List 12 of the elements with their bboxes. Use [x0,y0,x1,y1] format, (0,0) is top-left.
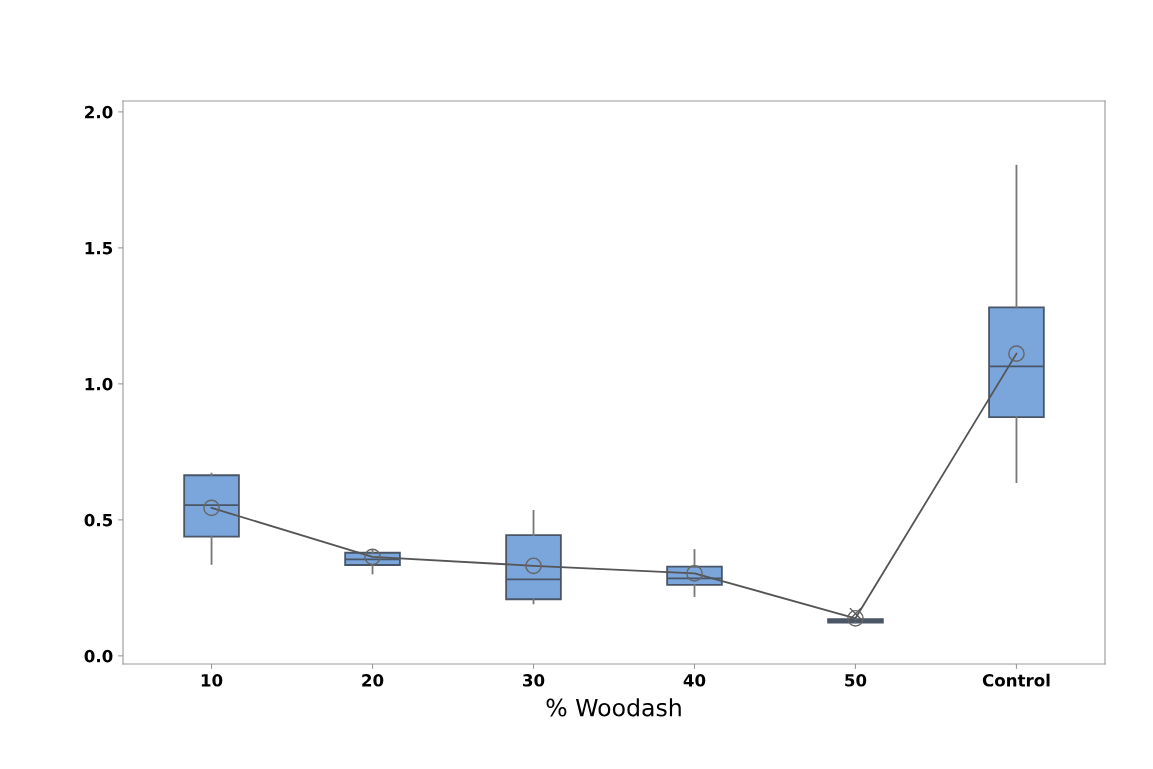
x-tick-label: 20 [362,674,384,687]
x-tick-label: 40 [683,674,706,687]
y-tick-label: 1.0 [85,377,113,391]
x-axis-title: % Woodash [546,698,681,717]
y-tick-label: 1.5 [85,242,113,255]
x-tick-label: Control [982,673,1050,687]
y-tick-label: 0.0 [84,649,113,663]
x-tick-label: 10 [201,674,223,687]
y-tick-label: 0.5 [84,513,113,527]
x-tick-label: 30 [523,674,545,687]
x-tick-label: 50 [845,674,867,687]
y-tick-label: 2.0 [85,105,113,119]
